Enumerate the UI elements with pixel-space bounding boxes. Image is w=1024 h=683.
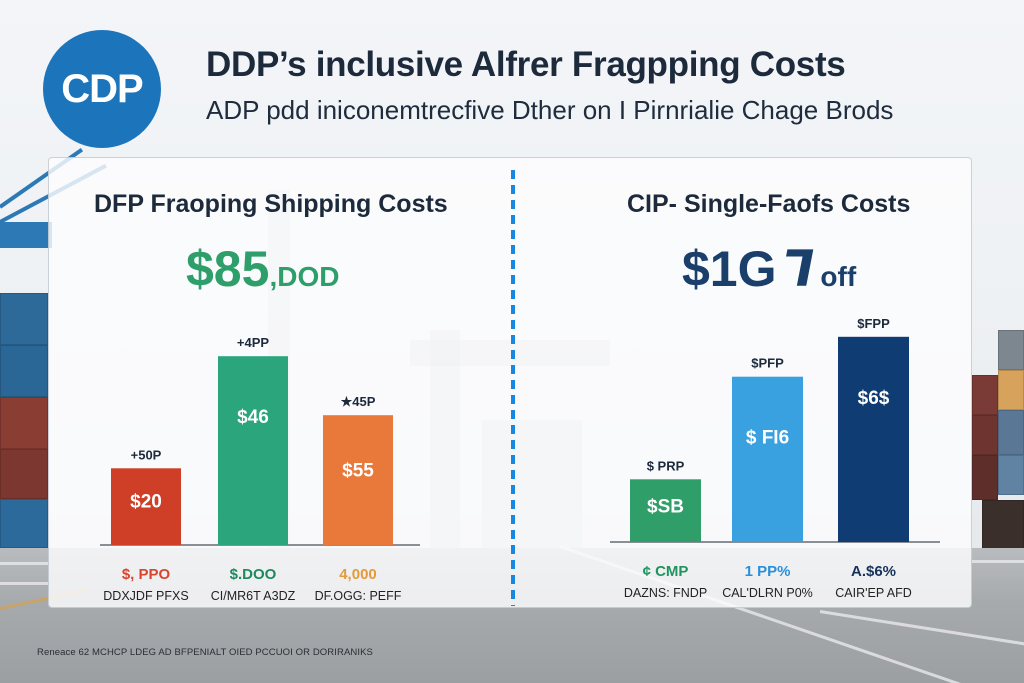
logo-text: CDP bbox=[61, 66, 143, 111]
dotted-divider bbox=[511, 170, 515, 606]
bar-top-label: $FPP bbox=[857, 316, 890, 331]
right-headline-glyph: Ꞁ bbox=[782, 241, 815, 297]
comparison-panel bbox=[48, 157, 972, 608]
bar bbox=[111, 468, 181, 545]
bar-top-label: $ PRP bbox=[647, 458, 685, 473]
bar bbox=[218, 356, 288, 545]
road-marking bbox=[972, 560, 1024, 563]
bar-top-label: $PFP bbox=[751, 356, 784, 371]
category-label: CI/MR6T A3DZ bbox=[211, 589, 296, 603]
bar-value-label: $6$ bbox=[858, 388, 890, 409]
right-section-title: CIP- Single-Faofs Costs bbox=[627, 190, 911, 218]
category-value-label: A.$6% bbox=[851, 563, 896, 580]
page-subtitle: ADP pdd iniconemtrecfive Dther on I Pirn… bbox=[206, 95, 894, 125]
crane-beam-blue bbox=[0, 222, 52, 248]
bar-value-label: $55 bbox=[342, 461, 374, 482]
left-headline-cost: $85,DOD bbox=[186, 240, 339, 298]
left-headline-suffix: ,DOD bbox=[269, 261, 340, 292]
bar bbox=[838, 336, 909, 542]
category-label: DF.OGG: PEFF bbox=[315, 589, 402, 603]
right-headline-amount: $1G bbox=[682, 241, 777, 297]
road-marking bbox=[0, 582, 48, 585]
road-marking bbox=[0, 562, 48, 565]
bar bbox=[630, 479, 701, 542]
left-bar-chart: $20 +50P $, PPO DDXJDF PFXS $46 +4PP $.DOO CI/M… bbox=[100, 300, 430, 603]
bar-top-label: +50P bbox=[131, 447, 162, 462]
right-bar-chart: $SB $ PRP ¢ CMP DAZNS: FNDP $ FI6 $PFP 1 PP% CA… bbox=[610, 300, 940, 600]
bar-value-label: $SB bbox=[647, 497, 684, 518]
bar-value-label: $20 bbox=[130, 492, 162, 513]
category-value-label: 4,000 bbox=[339, 566, 377, 583]
container-stack-right bbox=[972, 330, 1024, 550]
category-label: CAL'DLRN P0% bbox=[722, 586, 813, 600]
right-chart-svg: $SB $ PRP ¢ CMP DAZNS: FNDP $ FI6 $PFP 1 PP% CA… bbox=[610, 316, 940, 600]
bar-value-label: $46 bbox=[237, 407, 269, 428]
container-stack-left bbox=[0, 293, 48, 548]
bar-top-label: ★45P bbox=[341, 394, 376, 409]
category-label: DDXJDF PFXS bbox=[103, 589, 188, 603]
logo-badge: CDP bbox=[43, 30, 161, 148]
category-value-label: $.DOO bbox=[230, 566, 277, 583]
category-label: CAIR'EP AFD bbox=[835, 586, 911, 600]
bar-value-label: $ FI6 bbox=[746, 428, 789, 449]
bar bbox=[732, 376, 803, 542]
page-title: DDP’s inclusive Alfrer Fragpping Costs bbox=[206, 45, 846, 84]
left-headline-amount: $85 bbox=[186, 241, 270, 297]
category-value-label: $, PPO bbox=[122, 566, 171, 583]
category-label: DAZNS: FNDP bbox=[624, 586, 707, 600]
category-value-label: 1 PP% bbox=[745, 563, 791, 580]
right-headline-suffix: off bbox=[820, 261, 857, 292]
bar-top-label: +4PP bbox=[237, 335, 269, 350]
category-value-label: ¢ CMP bbox=[643, 563, 689, 580]
left-section-title: DFP Fraoping Shipping Costs bbox=[94, 190, 448, 218]
footnote: Reneace 62 MCHCP LDEG AD BFPENIALT OIED … bbox=[37, 647, 373, 658]
left-chart-svg: $20 +50P $, PPO DDXJDF PFXS $46 +4PP $.DOO CI/M… bbox=[100, 335, 420, 603]
bar bbox=[323, 415, 393, 545]
